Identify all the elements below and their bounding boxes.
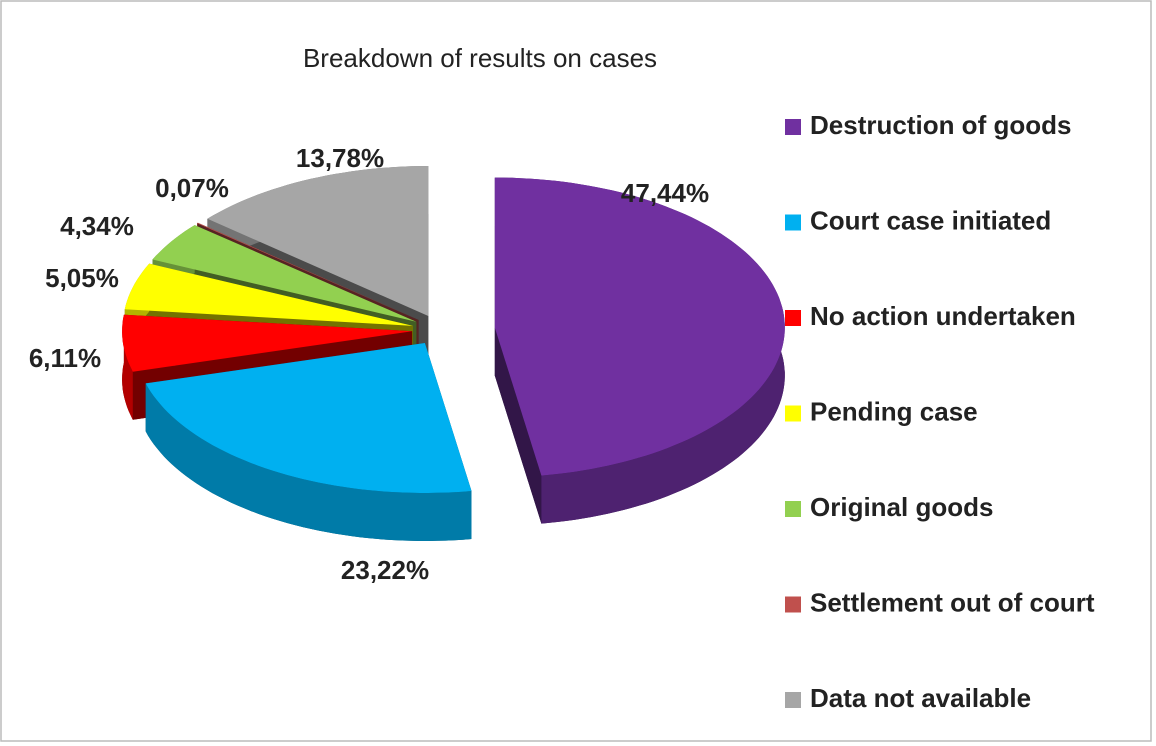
chart-title: Breakdown of results on cases bbox=[303, 43, 657, 73]
slice bbox=[152, 225, 417, 322]
slice-side bbox=[122, 314, 133, 420]
slice bbox=[145, 343, 472, 541]
data-label: 5,05% bbox=[45, 263, 119, 293]
data-label: 6,11% bbox=[29, 343, 101, 373]
slice bbox=[494, 177, 785, 524]
legend-label: Original goods bbox=[810, 492, 993, 522]
data-label: 23,22% bbox=[341, 555, 429, 585]
slice bbox=[122, 314, 413, 372]
legend-label: Pending case bbox=[810, 396, 978, 426]
legend-label: No action undertaken bbox=[810, 301, 1076, 331]
data-label: 47,44% bbox=[621, 178, 709, 208]
legend-swatch bbox=[785, 119, 801, 135]
legend-swatch bbox=[785, 405, 801, 422]
legend-label: Settlement out of court bbox=[810, 587, 1095, 617]
data-label: 13,78% bbox=[296, 143, 384, 173]
data-label: 0,07% bbox=[155, 173, 229, 203]
slice bbox=[145, 343, 472, 493]
slice bbox=[207, 166, 429, 316]
legend-label: Court case initiated bbox=[810, 205, 1051, 235]
legend-swatch bbox=[785, 214, 801, 231]
legend-swatch bbox=[785, 310, 801, 326]
slice bbox=[124, 263, 414, 326]
legend-label: Destruction of goods bbox=[810, 110, 1071, 140]
data-label: 4,34% bbox=[60, 211, 134, 241]
legend-label: Data not available bbox=[810, 683, 1031, 713]
slice bbox=[197, 222, 419, 320]
legend-swatch bbox=[785, 692, 801, 708]
slice-side bbox=[494, 327, 542, 524]
slice-side bbox=[145, 383, 472, 541]
legend-swatch bbox=[785, 596, 801, 613]
legend-swatch bbox=[785, 501, 801, 517]
slice bbox=[494, 177, 785, 476]
